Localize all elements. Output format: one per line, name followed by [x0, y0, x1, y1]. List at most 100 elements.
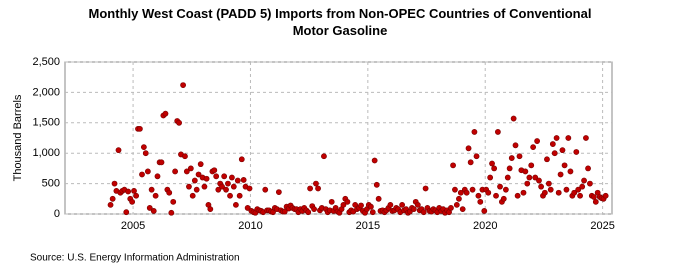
data-point [591, 194, 597, 200]
x-tick-label: 2005 [121, 220, 145, 232]
data-point [371, 157, 378, 164]
data-point [166, 189, 173, 196]
data-point [553, 135, 560, 141]
data-point [457, 189, 464, 196]
y-axis-label: Thousand Barrels [12, 94, 24, 181]
data-point [229, 174, 235, 181]
data-point [240, 177, 247, 183]
data-point [125, 188, 132, 195]
data-point [493, 192, 499, 199]
y-tick-label: 1,500 [32, 117, 60, 129]
data-point [107, 201, 114, 208]
data-point [227, 192, 233, 199]
data-point [281, 208, 288, 215]
data-point [221, 173, 228, 180]
data-point [410, 206, 417, 213]
data-point [307, 185, 313, 192]
data-point [154, 173, 161, 180]
data-point [375, 195, 382, 202]
data-point [358, 202, 364, 209]
data-point [313, 180, 319, 187]
data-point [262, 186, 269, 193]
data-point [213, 173, 220, 180]
data-point [367, 203, 374, 210]
data-point [538, 183, 545, 190]
data-point [520, 189, 527, 196]
data-point [168, 209, 175, 216]
data-point [321, 153, 327, 160]
data-point [373, 181, 380, 188]
y-tick-label: 1,000 [32, 147, 60, 159]
data-point [524, 180, 531, 187]
data-point [203, 175, 210, 182]
data-point [189, 192, 196, 199]
data-point [148, 186, 155, 193]
data-point [453, 201, 460, 208]
data-point [514, 192, 521, 199]
data-point [495, 129, 501, 135]
data-point [565, 135, 572, 141]
data-point [534, 138, 541, 144]
data-point [328, 198, 335, 205]
x-tick-label: 2015 [356, 220, 380, 232]
data-point [563, 186, 570, 193]
data-point [491, 165, 498, 172]
data-point [191, 177, 198, 184]
data-point [215, 186, 222, 193]
data-point [571, 189, 578, 196]
data-point [456, 195, 462, 202]
data-point [473, 153, 480, 160]
data-point [465, 145, 472, 152]
source-note: Source: U.S. Energy Information Administ… [30, 253, 240, 264]
data-point [504, 174, 511, 181]
x-tick-label: 2010 [238, 220, 262, 232]
data-point [211, 167, 218, 174]
data-point [223, 186, 229, 193]
data-point [530, 144, 537, 151]
data-point [340, 201, 347, 208]
data-point [131, 187, 137, 194]
data-point [234, 177, 241, 184]
data-point [510, 115, 517, 122]
data-point [541, 189, 548, 196]
data-point [183, 168, 190, 175]
data-point [133, 192, 140, 199]
data-point [532, 174, 539, 181]
data-point [422, 185, 429, 192]
data-point [551, 150, 558, 157]
data-point [305, 209, 312, 216]
data-point [547, 186, 554, 193]
data-point [585, 165, 591, 172]
data-point [555, 189, 562, 196]
data-point [225, 180, 231, 187]
data-point [201, 183, 208, 190]
data-point [575, 186, 582, 193]
data-point [471, 129, 478, 135]
data-point [487, 174, 494, 181]
data-point [573, 149, 580, 155]
data-point [549, 141, 556, 147]
data-point [561, 162, 568, 169]
data-point [448, 205, 454, 211]
data-point [602, 192, 609, 199]
data-point [387, 201, 394, 208]
data-point [109, 195, 116, 202]
data-point [536, 177, 542, 184]
data-point [545, 180, 552, 187]
data-point [420, 209, 427, 216]
data-point [414, 201, 421, 208]
data-point [186, 183, 192, 190]
data-point [172, 168, 179, 175]
data-point [452, 186, 458, 193]
data-point [244, 205, 251, 211]
data-point [180, 82, 186, 89]
y-tick-label: 500 [42, 178, 60, 190]
data-point [123, 209, 130, 216]
data-point [311, 206, 317, 213]
data-point [485, 189, 492, 196]
data-point [233, 201, 239, 208]
data-point [158, 159, 165, 166]
data-point [592, 198, 599, 205]
